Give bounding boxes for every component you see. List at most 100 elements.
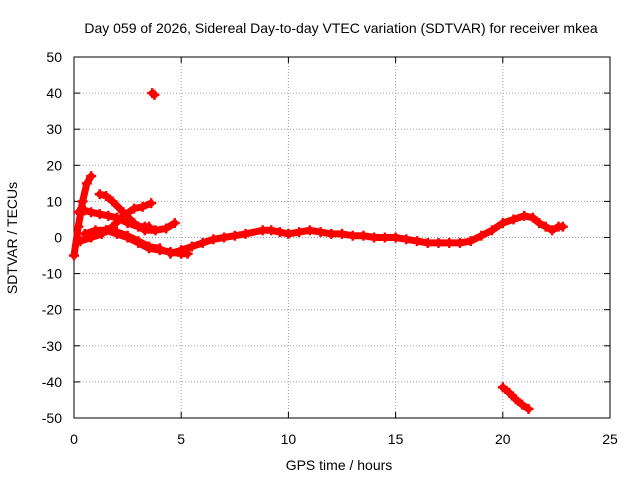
data-point [77,196,88,207]
data-point [182,248,193,259]
data-point [508,214,519,225]
series-late-negative-segment [497,382,534,414]
data-point [133,237,144,248]
data-point [69,250,79,261]
x-axis-label: GPS time / hours [286,457,393,473]
data-point [422,237,433,248]
series-early-track-D [94,189,180,236]
data-point [519,210,530,221]
data-point [487,225,498,236]
series-main-arc [165,210,568,259]
series-outlier [147,88,160,100]
data-point [304,225,315,236]
data-point [274,227,285,238]
data-point [358,230,369,241]
x-tick-label: 5 [177,431,185,447]
y-tick-label: 40 [46,85,62,101]
data-point [465,236,476,247]
data-point [86,171,97,182]
data-series [69,88,568,414]
data-point [504,387,515,398]
data-point [219,232,230,243]
y-tick-label: 0 [54,230,62,246]
data-point [79,228,90,239]
data-point [122,232,133,243]
y-tick-label: -40 [42,374,62,390]
data-point [86,207,97,218]
data-point [73,221,84,232]
data-point [111,228,122,239]
data-point [369,232,380,243]
data-point [144,243,155,254]
data-point [94,209,105,220]
data-point [161,223,172,234]
data-point [154,245,165,256]
data-point [165,246,176,257]
data-point [240,228,251,239]
y-tick-label: 30 [46,121,62,137]
data-point [476,230,487,241]
data-point [527,212,538,223]
data-point [534,218,545,229]
data-point [79,205,90,216]
ticks: 0 5 10 15 20 25 -50 -40 -30 -20 -10 0 10 20 30 40 50 [42,49,618,447]
data-point [379,232,390,243]
data-point [118,207,129,218]
data-point [94,189,105,200]
data-point [283,228,294,239]
x-tick-label: 25 [602,431,618,447]
data-point [107,196,118,207]
y-tick-label: 20 [46,157,62,173]
data-point [540,221,551,232]
data-point [149,89,160,100]
data-point [101,225,112,236]
data-point [81,178,92,189]
data-point [401,234,412,245]
y-tick-label: 50 [46,49,62,65]
data-point [208,234,219,245]
data-point [146,198,157,209]
data-point [197,237,208,248]
data-point [412,236,423,247]
data-point [129,203,140,214]
x-tick-label: 20 [495,431,511,447]
data-point [101,190,112,201]
data-point [497,218,508,229]
x-tick-label: 15 [388,431,404,447]
series-early-track-A [69,171,97,261]
y-tick-label: 10 [46,193,62,209]
data-point [75,236,86,247]
data-point [390,232,401,243]
data-point [444,237,455,248]
data-point [547,225,558,236]
data-point [294,227,305,238]
data-point [90,225,101,236]
data-point [454,237,465,248]
data-point [497,382,508,393]
y-tick-label: -50 [42,410,62,426]
data-point [337,228,347,239]
data-point [433,237,444,248]
data-point [129,218,140,229]
y-tick-label: -20 [42,302,62,318]
y-tick-label: -30 [42,338,62,354]
y-axis-label: SDTVAR / TECUs [4,182,20,294]
x-tick-label: 10 [281,431,297,447]
series-early-track-F [101,225,193,259]
data-point [510,394,521,405]
data-point [557,221,568,232]
data-point [266,225,277,236]
data-point [137,201,148,212]
data-point [229,230,240,241]
x-tick-label: 0 [70,431,78,447]
chart-title: Day 059 of 2026, Sidereal Day-to-day VTE… [84,20,597,36]
data-point [326,228,337,239]
y-tick-label: -10 [42,266,62,282]
data-point [169,218,180,229]
data-point [257,225,268,236]
data-point [523,403,534,414]
data-point [139,225,150,236]
data-point [73,207,84,218]
data-point [103,210,114,221]
